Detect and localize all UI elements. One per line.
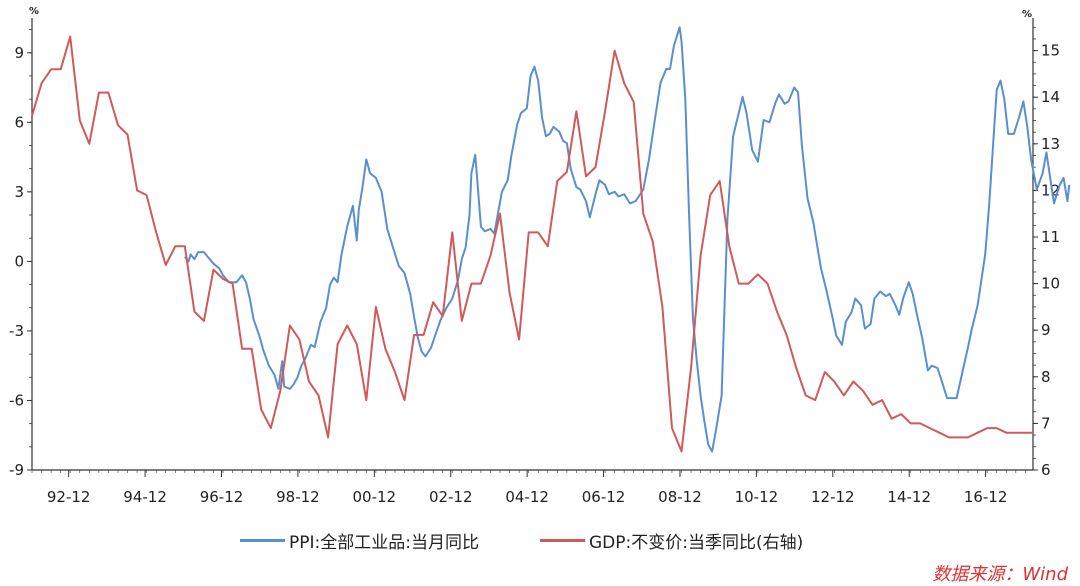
- x-tick-label: 16-12: [964, 488, 1008, 506]
- left-tick-label: -3: [9, 322, 24, 340]
- legend-swatch-gdp: [540, 539, 585, 542]
- right-tick-label: 8: [1041, 368, 1051, 386]
- right-tick-label: 15: [1041, 42, 1060, 60]
- left-tick-label: 9: [14, 44, 24, 62]
- right-axis-unit: %: [1022, 9, 1032, 20]
- right-tick-label: 14: [1041, 88, 1060, 106]
- left-axis-unit: %: [29, 6, 39, 17]
- legend-label-ppi: PPI:全部工业品:当月同比: [289, 533, 479, 553]
- right-tick-label: 6: [1041, 461, 1051, 479]
- right-tick-label: 9: [1041, 321, 1051, 339]
- axes: -9 -6 -3 0 3 6 9 6 7 8 9 10 11 12 13 14 15% % 92-12 94-12 96…: [9, 6, 1060, 506]
- dual-axis-line-chart: -9 -6 -3 0 3 6 9 6 7 8 9 10 11 12 13 14 15% % 92-12 94-12 96…: [9, 6, 1071, 506]
- left-tick-label: 0: [14, 252, 24, 270]
- left-tick-label: -6: [9, 391, 24, 409]
- left-tick-label: 3: [14, 183, 24, 201]
- legend-item-ppi: PPI:全部工业品:当月同比: [240, 528, 479, 553]
- x-tick-label: 94-12: [123, 488, 167, 506]
- x-tick-label: 92-12: [47, 488, 91, 506]
- right-tick-label: 13: [1041, 135, 1060, 153]
- legend-label-gdp: GDP:不变价:当季同比(右轴): [589, 533, 804, 553]
- legend-swatch-ppi: [240, 539, 285, 542]
- left-tick-label: -9: [9, 461, 24, 479]
- series-line-ppi: [184, 26, 1071, 453]
- series-layer: [31, 26, 1071, 453]
- right-tick-label: 11: [1041, 228, 1060, 246]
- right-tick-label: 10: [1041, 275, 1060, 293]
- x-tick-label: 04-12: [505, 488, 549, 506]
- legend: PPI:全部工业品:当月同比 GDP:不变价:当季同比(右轴): [0, 524, 1080, 553]
- x-tick-label: 96-12: [200, 488, 244, 506]
- x-tick-label: 14-12: [887, 488, 931, 506]
- x-tick-label: 10-12: [735, 488, 779, 506]
- series-line-gdp: [31, 35, 1033, 453]
- legend-item-gdp: GDP:不变价:当季同比(右轴): [540, 528, 803, 553]
- x-tick-label: 00-12: [353, 488, 397, 506]
- x-tick-label: 02-12: [429, 488, 473, 506]
- left-tick-label: 6: [14, 113, 24, 131]
- x-tick-label: 12-12: [811, 488, 855, 506]
- x-tick-label: 08-12: [658, 488, 702, 506]
- right-tick-label: 12: [1041, 181, 1060, 199]
- x-tick-label: 98-12: [276, 488, 320, 506]
- source-note: 数据来源：Wind: [932, 564, 1068, 585]
- right-tick-label: 7: [1041, 414, 1051, 432]
- x-tick-label: 06-12: [582, 488, 626, 506]
